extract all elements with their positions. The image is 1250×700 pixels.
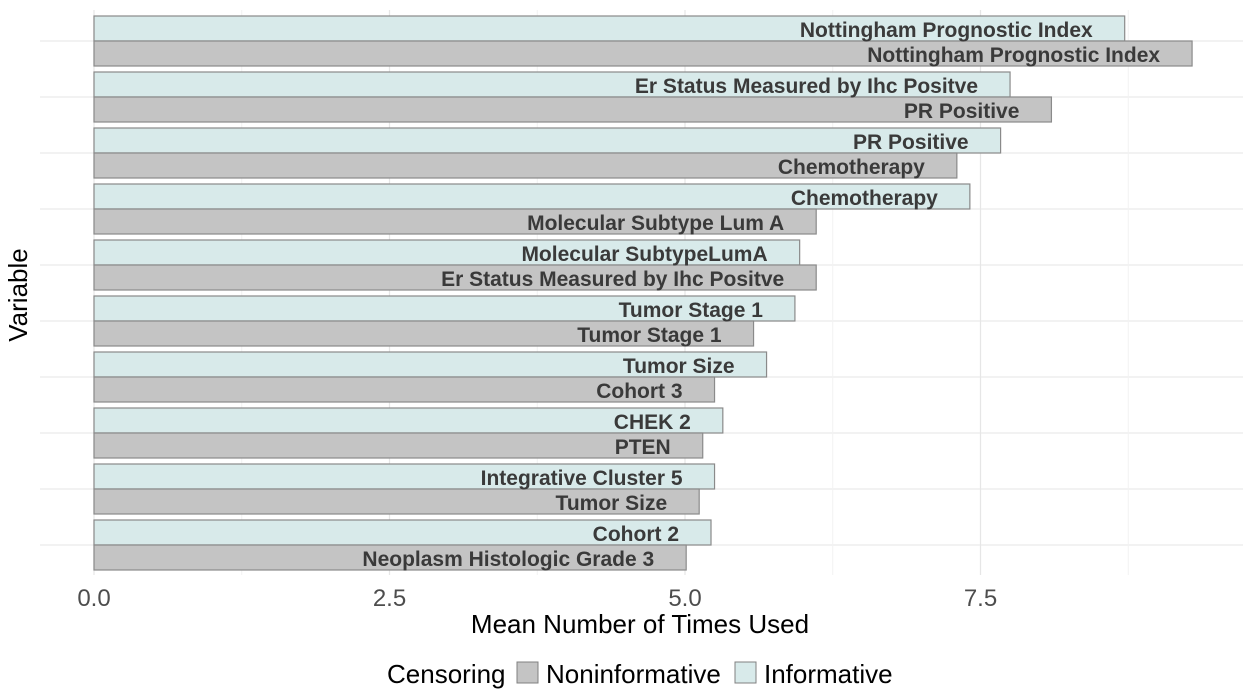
x-tick-label: 0.0	[77, 585, 110, 612]
bar-label-informative: Nottingham Prognostic Index	[800, 19, 1093, 42]
bar-informative	[93, 407, 724, 434]
x-tick-label: 5.0	[668, 585, 701, 612]
bar-label-informative: PR Positive	[853, 131, 969, 154]
bar-noninformative	[93, 544, 687, 571]
bars-layer	[93, 15, 1193, 571]
legend-swatch-noninformative	[516, 661, 539, 684]
bar-label-noninformative: PTEN	[615, 436, 671, 459]
legend-label-noninformative: Noninformative	[546, 659, 721, 689]
bar-label-noninformative: Nottingham Prognostic Index	[867, 44, 1160, 67]
bar-noninformative	[93, 264, 817, 291]
bar-label-informative: Molecular SubtypeLumA	[521, 243, 767, 266]
bar-informative	[93, 519, 712, 546]
legend-title: Censoring	[387, 659, 506, 689]
bar-label-informative: Tumor Size	[623, 355, 735, 378]
bar-informative	[93, 351, 768, 378]
bar-noninformative	[93, 96, 1053, 123]
bar-informative	[93, 15, 1126, 42]
bar-label-informative: CHEK 2	[614, 411, 691, 434]
bar-label-noninformative: Molecular Subtype Lum A	[527, 212, 784, 235]
bar-label-noninformative: Er Status Measured by Ihc Positve	[441, 268, 784, 291]
bar-noninformative	[93, 488, 700, 515]
y-axis-title: Variable	[3, 248, 33, 341]
x-axis-title: Mean Number of Times Used	[471, 609, 809, 639]
legend-label-informative: Informative	[764, 659, 893, 689]
x-axis-ticks: 0.0 2.5 5.0 7.5	[77, 585, 997, 612]
bar-label-noninformative: Neoplasm Histologic Grade 3	[362, 548, 654, 571]
bar-label-noninformative: Chemotherapy	[778, 156, 925, 179]
legend: Censoring Noninformative Informative	[387, 659, 893, 689]
x-tick-label: 2.5	[373, 585, 406, 612]
bar-noninformative	[93, 208, 817, 235]
bar-label-noninformative: Tumor Size	[556, 492, 668, 515]
legend-swatch-informative	[734, 661, 757, 684]
bar-label-informative: Cohort 2	[593, 523, 679, 546]
x-tick-label: 7.5	[964, 585, 997, 612]
bar-informative	[93, 463, 716, 490]
bar-informative	[93, 71, 1011, 98]
bar-label-informative: Integrative Cluster 5	[481, 467, 683, 490]
bar-noninformative	[93, 320, 755, 347]
bar-label-noninformative: PR Positive	[904, 100, 1020, 123]
bar-informative	[93, 183, 971, 210]
bar-noninformative	[93, 376, 716, 403]
bar-informative	[93, 127, 1002, 154]
bar-label-noninformative: Cohort 3	[596, 380, 682, 403]
bar-label-noninformative: Tumor Stage 1	[577, 324, 722, 347]
bar-informative	[93, 295, 796, 322]
bar-label-informative: Chemotherapy	[791, 187, 938, 210]
bar-noninformative	[93, 432, 704, 459]
bar-noninformative	[93, 40, 1193, 67]
bar-label-informative: Tumor Stage 1	[619, 299, 764, 322]
bar-noninformative	[93, 152, 958, 179]
bar-label-informative: Er Status Measured by Ihc Positve	[635, 75, 978, 98]
bar-informative	[93, 239, 801, 266]
